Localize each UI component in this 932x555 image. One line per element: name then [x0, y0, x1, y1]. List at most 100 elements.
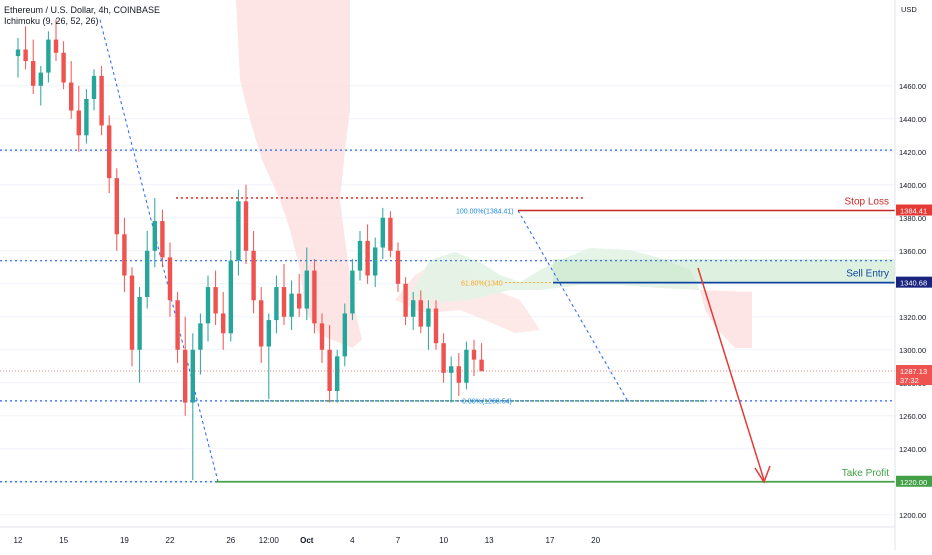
candle-body: [53, 39, 59, 53]
y-tick-label: 1300.00: [899, 346, 926, 355]
candle-body: [137, 296, 142, 350]
projection-arrow-head: [754, 465, 771, 484]
candle-body: [114, 178, 119, 235]
x-tick-label: 12: [14, 536, 23, 545]
candle-body: [304, 270, 309, 309]
y-tick-label: 1420.00: [899, 148, 926, 157]
y-tick-label: 1200.00: [899, 511, 926, 520]
candle-body: [297, 293, 302, 309]
candle-body: [190, 349, 195, 403]
y-tick-label: 1440.00: [899, 115, 926, 124]
candle-body: [122, 234, 127, 276]
candle-body: [236, 201, 241, 261]
candle-body: [251, 250, 256, 301]
trend-dashed-line: [99, 19, 219, 482]
candle-body: [91, 75, 97, 99]
candle-body: [274, 287, 279, 321]
candle-body: [198, 323, 203, 350]
y-tick-label: 1320.00: [899, 313, 926, 322]
candle-body: [373, 247, 378, 276]
price-axis-bg: [895, 0, 932, 550]
candle-body: [350, 270, 355, 314]
candle-body: [357, 240, 363, 271]
x-tick-label: Oct: [300, 536, 314, 545]
candle-body: [175, 300, 180, 350]
candle-body: [129, 275, 135, 350]
candle-body: [15, 49, 21, 57]
candle-body: [107, 125, 112, 179]
projection-arrow-shaft: [697, 267, 765, 481]
x-tick-label: 12:00: [259, 536, 280, 545]
currency-label: USD: [901, 5, 917, 14]
sell-entry-label: Sell Entry: [846, 269, 889, 280]
candle-body: [23, 49, 28, 62]
sell-zone-box: [553, 259, 895, 283]
y-tick-label: 1260.00: [899, 412, 926, 421]
candle-body: [167, 257, 173, 301]
x-tick-label: 7: [396, 536, 401, 545]
candle-body: [464, 349, 469, 383]
candle-body: [456, 366, 461, 383]
candle-body: [319, 323, 325, 350]
candle-body: [289, 293, 294, 317]
x-tick-label: 26: [226, 536, 235, 545]
candle-body: [380, 217, 385, 248]
candle-body: [243, 201, 249, 251]
candle-body: [266, 320, 271, 347]
candle-body: [342, 313, 347, 357]
price-tag-box: [896, 475, 932, 487]
y-tick-label: 1460.00: [899, 82, 926, 91]
price-tag-countdown: 37:32: [900, 376, 919, 385]
candle-body: [46, 39, 51, 73]
candle-body: [281, 287, 287, 317]
candle-body: [205, 287, 211, 324]
candle-body: [38, 72, 43, 86]
price-tag-text: 1220.00: [900, 478, 927, 487]
candle-body: [145, 250, 150, 297]
candle-body: [69, 82, 74, 111]
fib-dashed-line: [517, 210, 629, 402]
candle-body: [84, 98, 89, 136]
candle-body: [327, 349, 332, 392]
candle-body: [76, 110, 81, 136]
fib-bottom-label: 0.00%(1268.54): [462, 399, 512, 406]
candle-body: [403, 283, 408, 317]
candle-body: [259, 300, 264, 347]
x-tick-label: 10: [439, 536, 448, 545]
price-tag-text: 1340.68: [900, 279, 927, 288]
y-tick-label: 1400.00: [899, 181, 926, 190]
candle-body: [99, 75, 104, 126]
x-tick-label: 15: [59, 536, 68, 545]
candle-body: [388, 217, 393, 251]
x-tick-label: 19: [120, 536, 129, 545]
candle-body: [213, 287, 218, 314]
candle-body: [441, 343, 446, 373]
x-tick-label: 22: [166, 536, 175, 545]
price-tag-box: [896, 276, 932, 288]
x-tick-label: 4: [350, 536, 355, 545]
fib-top-label: 100.00%(1384.41): [456, 209, 514, 216]
x-tick-label: 20: [591, 536, 600, 545]
candle-body: [365, 240, 370, 276]
price-tag-text: 1384.41: [900, 207, 927, 216]
candle-body: [228, 260, 233, 334]
candle-body: [426, 308, 431, 327]
candle-body: [395, 250, 401, 284]
price-tag-box: [896, 204, 932, 216]
y-tick-label: 1360.00: [899, 247, 926, 256]
stop-loss-label: Stop Loss: [845, 197, 889, 208]
candle-body: [471, 349, 477, 360]
candle-body: [31, 61, 36, 86]
candle-body: [449, 366, 454, 373]
price-tag-box: [896, 365, 932, 386]
y-tick-label: 1380.00: [899, 214, 926, 223]
take-profit-label: Take Profit: [842, 468, 889, 479]
candle-body: [479, 359, 484, 372]
candle-body: [418, 300, 423, 327]
candle-body: [433, 308, 439, 344]
candle-body: [312, 270, 317, 324]
candle-body: [152, 221, 157, 251]
candle-body: [411, 300, 416, 317]
